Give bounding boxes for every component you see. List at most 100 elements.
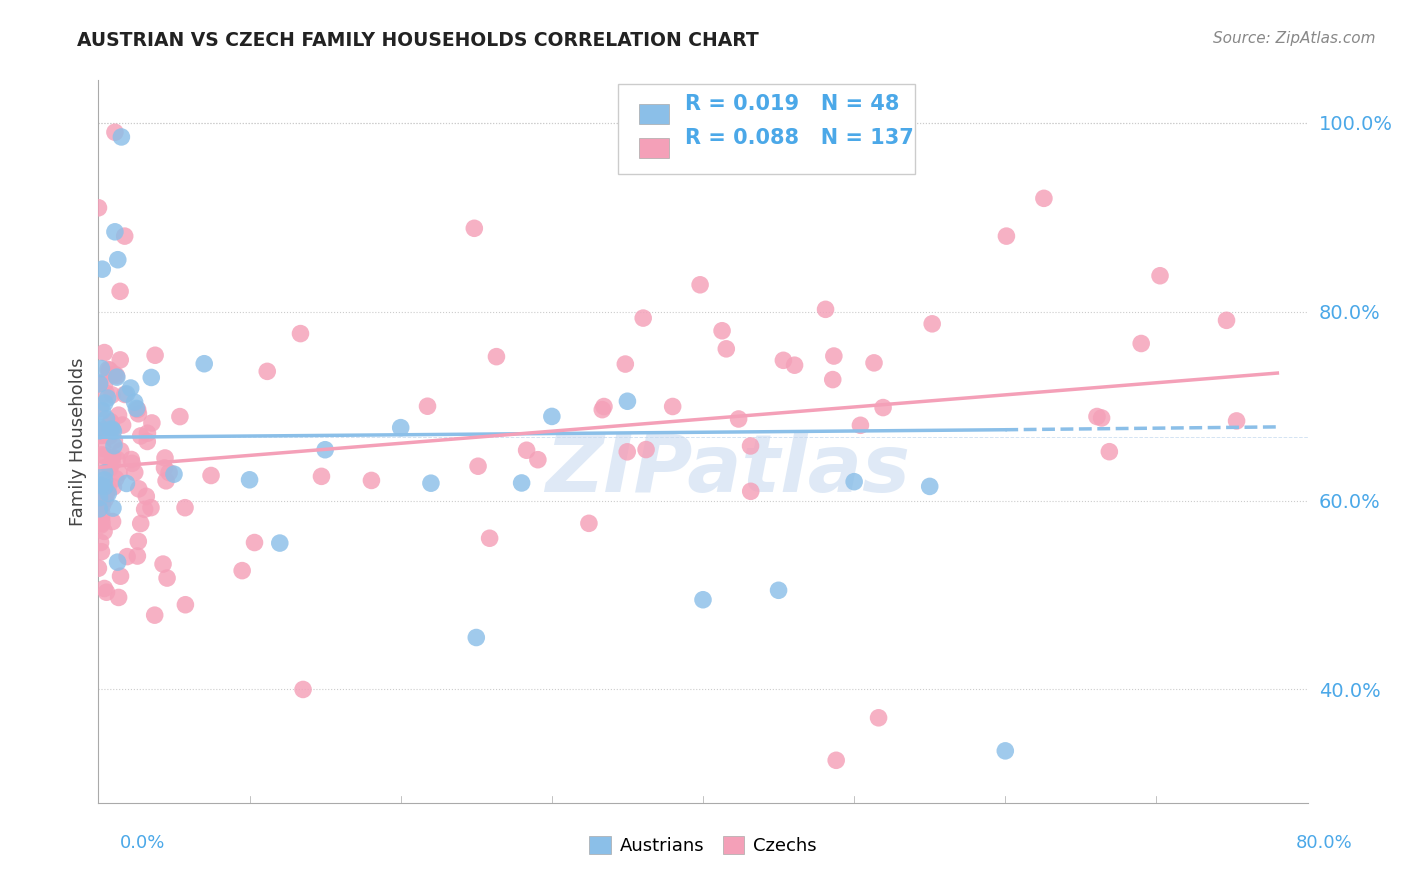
Point	[93, 460, 115, 475]
Point	[103, 439, 125, 453]
Point	[103, 480, 125, 494]
Point	[485, 350, 508, 364]
Point	[157, 466, 180, 480]
Point	[153, 450, 176, 465]
Point	[104, 225, 127, 239]
Point	[93, 582, 115, 596]
Point	[1085, 409, 1108, 424]
Point	[844, 475, 866, 489]
Y-axis label: Family Households: Family Households	[69, 358, 87, 525]
Point	[193, 357, 215, 371]
Point	[740, 439, 762, 453]
Point	[97, 486, 120, 500]
Point	[1090, 411, 1112, 425]
Point	[89, 489, 111, 503]
Point	[100, 415, 122, 429]
Point	[124, 395, 146, 409]
Point	[94, 492, 117, 507]
Point	[463, 221, 485, 235]
Point	[107, 408, 129, 422]
Point	[868, 711, 890, 725]
Point	[101, 501, 124, 516]
Point	[269, 536, 291, 550]
Point	[97, 362, 120, 376]
Point	[314, 442, 336, 457]
Point	[125, 401, 148, 416]
Point	[516, 443, 538, 458]
Point	[121, 456, 143, 470]
Point	[420, 476, 443, 491]
Point	[141, 416, 163, 430]
Point	[921, 317, 943, 331]
Point	[105, 368, 128, 383]
Point	[93, 477, 115, 491]
Point	[311, 469, 333, 483]
Point	[128, 482, 150, 496]
Point	[101, 515, 124, 529]
Point	[93, 473, 115, 487]
Point	[103, 424, 125, 438]
Text: ZIPatlas: ZIPatlas	[544, 432, 910, 509]
Point	[290, 326, 312, 341]
Point	[872, 401, 894, 415]
Point	[115, 476, 138, 491]
Point	[127, 407, 149, 421]
Point	[1098, 444, 1121, 458]
Point	[110, 352, 132, 367]
Point	[174, 598, 197, 612]
Point	[918, 479, 941, 493]
Point	[105, 452, 128, 467]
Point	[636, 442, 658, 457]
Point	[89, 491, 111, 505]
Point	[91, 262, 114, 277]
Point	[239, 473, 262, 487]
Point	[155, 474, 177, 488]
Point	[994, 744, 1017, 758]
Point	[90, 511, 112, 525]
Point	[127, 549, 149, 563]
Point	[578, 516, 600, 531]
Point	[104, 472, 127, 486]
Point	[156, 571, 179, 585]
Point	[692, 592, 714, 607]
Point	[616, 394, 638, 409]
Point	[97, 391, 120, 405]
Point	[136, 434, 159, 449]
Point	[96, 487, 118, 501]
Point	[93, 449, 115, 463]
Point	[96, 585, 118, 599]
Point	[91, 516, 114, 531]
Point	[593, 400, 616, 414]
Point	[89, 501, 111, 516]
Point	[661, 400, 683, 414]
Point	[465, 631, 488, 645]
Point	[90, 545, 112, 559]
Point	[108, 285, 131, 299]
Point	[89, 428, 111, 442]
Point	[768, 583, 790, 598]
Point	[90, 361, 112, 376]
Point	[90, 448, 112, 462]
Point	[94, 386, 117, 401]
Point	[231, 564, 253, 578]
Point	[129, 429, 152, 443]
Point	[141, 370, 163, 384]
Point	[93, 524, 115, 539]
Point	[995, 229, 1018, 244]
Point	[101, 388, 124, 402]
Point	[1215, 313, 1237, 327]
Point	[127, 534, 149, 549]
Point	[108, 466, 131, 480]
Point	[90, 506, 112, 520]
Text: R = 0.088   N = 137: R = 0.088 N = 137	[685, 128, 914, 148]
Point	[243, 535, 266, 549]
Point	[169, 409, 191, 424]
Point	[91, 498, 114, 512]
Point	[740, 484, 762, 499]
Point	[527, 452, 550, 467]
Point	[120, 452, 142, 467]
Point	[98, 461, 121, 475]
Point	[89, 420, 111, 434]
FancyBboxPatch shape	[619, 84, 915, 174]
Point	[100, 415, 122, 429]
